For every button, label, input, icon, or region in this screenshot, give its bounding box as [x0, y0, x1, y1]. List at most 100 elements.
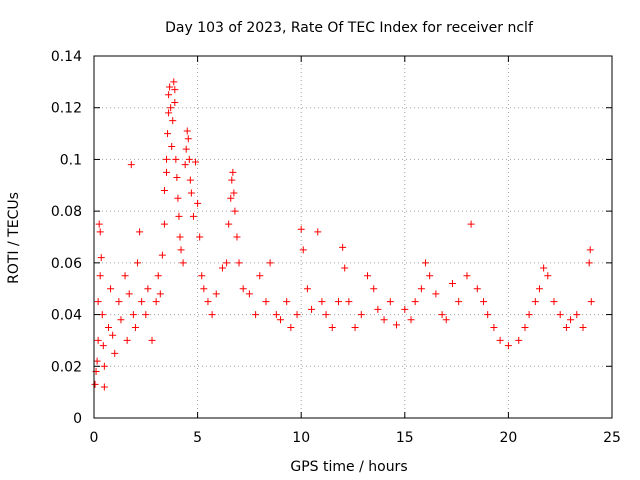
- data-point: [339, 243, 347, 251]
- data-point: [490, 324, 498, 331]
- data-point: [283, 298, 291, 306]
- data-point: [171, 99, 179, 107]
- data-point: [181, 161, 189, 169]
- data-point: [175, 212, 183, 220]
- y-axis-label: ROTI / TECUs: [6, 192, 22, 284]
- data-point: [370, 285, 378, 293]
- data-point: [200, 285, 208, 293]
- data-point: [173, 174, 181, 182]
- data-point: [169, 117, 177, 125]
- data-point: [229, 168, 237, 176]
- data-point: [97, 254, 105, 262]
- data-point: [515, 336, 523, 344]
- data-point: [417, 285, 425, 293]
- data-point: [138, 298, 146, 306]
- data-point: [562, 324, 570, 331]
- data-point: [401, 305, 409, 313]
- data-point: [586, 246, 594, 254]
- data-point: [314, 228, 322, 236]
- data-point: [266, 259, 274, 267]
- data-point: [235, 259, 243, 267]
- data-point: [550, 298, 558, 306]
- x-tick-label: 15: [396, 430, 414, 446]
- data-point: [287, 324, 295, 331]
- data-point: [297, 225, 305, 233]
- axis-tick-labels: 0 5 10 15 20 25 0 0.02 0.04 0.06 0.08 0.1 0.12 0.14: [51, 49, 621, 446]
- data-point: [94, 298, 102, 306]
- data-point: [136, 228, 144, 236]
- y-tick-label: 0.14: [51, 49, 82, 65]
- data-point: [96, 228, 104, 236]
- y-tick-label: 0.08: [51, 204, 82, 220]
- data-point: [182, 145, 190, 153]
- data-point: [252, 311, 260, 319]
- y-tick-label: 0.1: [60, 152, 82, 168]
- data-point: [96, 272, 104, 280]
- data-point: [426, 272, 434, 280]
- data-point: [463, 272, 471, 280]
- data-point: [233, 233, 241, 241]
- data-point: [328, 324, 336, 331]
- data-point: [334, 298, 342, 306]
- data-point: [573, 311, 581, 319]
- data-point: [386, 298, 394, 306]
- data-point: [407, 316, 415, 324]
- data-point: [556, 311, 564, 319]
- data-point: [303, 285, 311, 293]
- data-point: [179, 259, 187, 267]
- data-point: [455, 298, 463, 306]
- data-point: [100, 362, 108, 370]
- data-point: [374, 305, 382, 313]
- data-point: [142, 311, 150, 319]
- data-point: [187, 189, 195, 197]
- data-point: [129, 311, 137, 319]
- data-point: [144, 285, 152, 293]
- data-point: [117, 316, 125, 324]
- data-point: [587, 298, 595, 306]
- data-point: [121, 272, 129, 280]
- data-point: [318, 298, 326, 306]
- data-point: [480, 298, 488, 306]
- data-point: [504, 342, 512, 350]
- data-point: [585, 259, 593, 267]
- data-point: [448, 280, 456, 288]
- x-tick-label: 20: [499, 430, 517, 446]
- x-tick-label: 5: [193, 430, 202, 446]
- data-point: [109, 331, 117, 339]
- y-tick-label: 0: [73, 411, 82, 427]
- data-point: [579, 324, 587, 331]
- axis-ticks: [93, 55, 613, 419]
- data-point: [357, 311, 365, 319]
- data-point: [125, 290, 133, 298]
- data-point: [442, 316, 450, 324]
- data-point: [525, 311, 533, 319]
- data-point: [467, 220, 475, 228]
- data-point: [160, 186, 168, 194]
- data-point: [123, 336, 131, 344]
- data-point: [177, 246, 185, 254]
- data-point: [256, 272, 264, 280]
- data-point: [208, 311, 216, 319]
- x-tick-label: 25: [603, 430, 621, 446]
- data-point: [163, 155, 171, 163]
- data-point: [231, 207, 239, 215]
- data-point: [94, 336, 102, 344]
- data-point: [189, 212, 197, 220]
- data-point: [272, 311, 280, 319]
- data-point: [293, 311, 301, 319]
- data-point: [299, 246, 307, 254]
- data-point: [131, 324, 139, 331]
- data-point: [432, 290, 440, 298]
- data-point: [239, 285, 247, 293]
- data-point: [227, 194, 235, 202]
- data-point: [185, 155, 193, 163]
- data-point: [212, 290, 220, 298]
- data-point: [111, 349, 119, 357]
- data-point: [245, 290, 253, 298]
- x-tick-label: 0: [90, 430, 99, 446]
- data-point: [164, 130, 172, 138]
- data-point: [93, 357, 101, 365]
- data-point: [115, 298, 123, 306]
